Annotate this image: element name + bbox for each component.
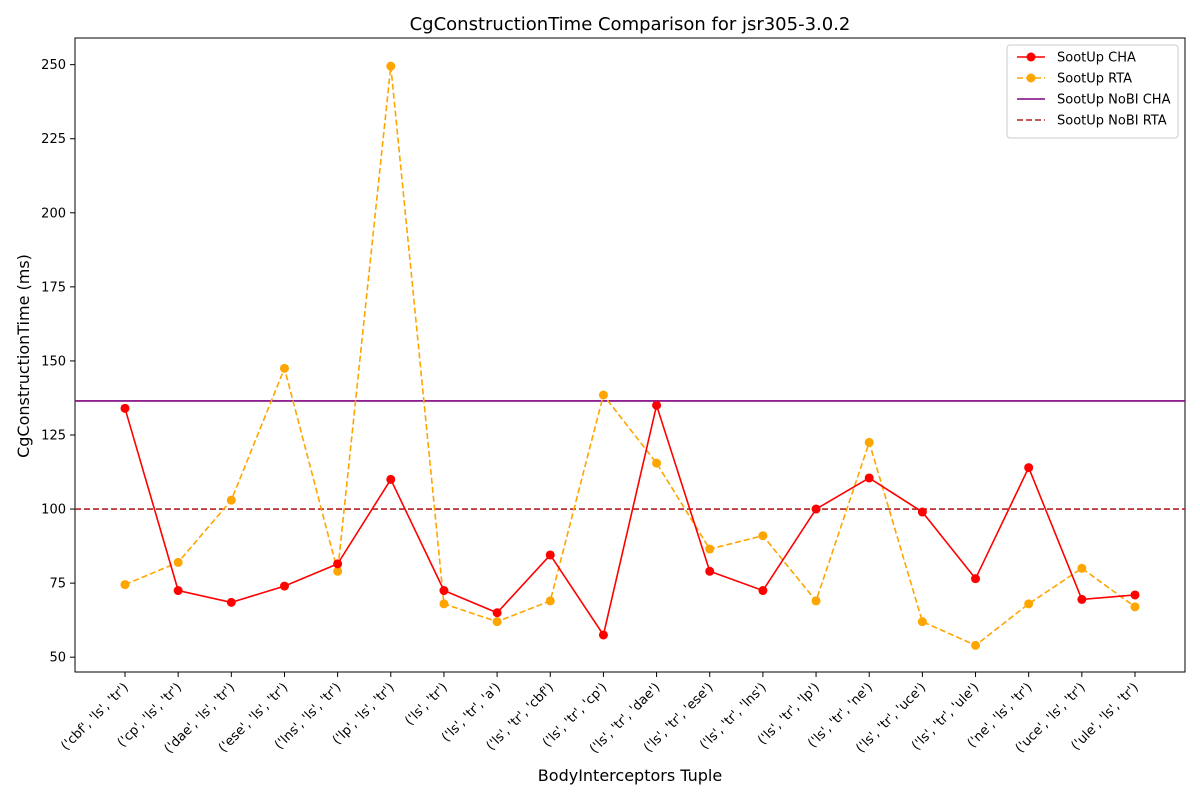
series-line	[124, 402, 1136, 637]
legend-entry: SootUp NoBI RTA	[1057, 114, 1167, 129]
y-tick-label: 250	[41, 58, 66, 73]
x-axis-label: BodyInterceptors Tuple	[538, 766, 722, 785]
data-point	[758, 586, 768, 596]
data-point	[173, 557, 183, 567]
data-point	[971, 640, 981, 650]
data-point	[439, 586, 449, 596]
data-point	[279, 581, 289, 591]
y-axis-label: CgConstructionTime (ms)	[14, 254, 33, 458]
y-tick-label: 125	[41, 428, 66, 443]
data-point	[226, 495, 236, 505]
legend-swatch-marker	[1026, 73, 1036, 83]
data-point	[492, 608, 502, 618]
data-point	[864, 437, 874, 447]
data-point	[1077, 563, 1087, 573]
legend: SootUp CHA SootUp RTA SootUp NoBI CHA SootU…	[1006, 44, 1179, 139]
data-point	[386, 61, 396, 71]
data-point	[811, 596, 821, 606]
y-tick-label: 50	[49, 651, 66, 666]
data-point	[386, 474, 396, 484]
data-point	[545, 596, 555, 606]
data-point	[705, 544, 715, 554]
plot-area	[74, 37, 1186, 673]
y-tick-label: 175	[41, 280, 66, 295]
data-point	[173, 586, 183, 596]
data-point	[439, 599, 449, 609]
data-point	[226, 597, 236, 607]
y-tick-label: 225	[41, 132, 66, 147]
y-tick-label: 100	[41, 503, 66, 518]
data-point	[1130, 590, 1140, 600]
data-point	[1024, 599, 1034, 609]
data-point	[917, 617, 927, 627]
legend-swatch-marker	[1026, 52, 1036, 62]
data-point	[279, 363, 289, 373]
data-point	[545, 550, 555, 560]
data-point	[1130, 602, 1140, 612]
data-point	[652, 400, 662, 410]
y-tick-label: 150	[41, 354, 66, 369]
data-point	[1024, 463, 1034, 473]
x-axis-ticks: ('cbf', 'ls', 'tr')('cp', 'ls', 'tr')('d…	[58, 672, 1142, 757]
series-line	[124, 66, 1136, 647]
data-point	[598, 630, 608, 640]
data-point	[333, 566, 343, 576]
legend-entry: SootUp RTA	[1057, 72, 1132, 87]
data-point	[917, 507, 927, 517]
data-point	[652, 458, 662, 468]
y-tick-label: 75	[49, 577, 66, 592]
legend-entry: SootUp NoBI CHA	[1057, 93, 1171, 108]
data-point	[758, 531, 768, 541]
data-point	[120, 580, 130, 590]
data-point	[492, 617, 502, 627]
data-point	[598, 390, 608, 400]
data-point	[1077, 594, 1087, 604]
chart-title: CgConstructionTime Comparison for jsr305…	[410, 14, 851, 35]
legend-box	[1006, 44, 1179, 139]
plot-frame	[74, 37, 1186, 673]
data-point	[811, 504, 821, 514]
legend-entry: SootUp CHA	[1057, 51, 1136, 66]
x-tick-label: ('ls', 'tr')	[402, 680, 450, 728]
data-point	[120, 403, 130, 413]
data-point	[864, 473, 874, 483]
y-axis-ticks: 50 75 100 125 150 175 200 225 250	[41, 58, 75, 666]
data-point	[705, 566, 715, 576]
data-point	[333, 559, 343, 569]
y-tick-label: 200	[41, 206, 66, 221]
data-point	[971, 574, 981, 584]
